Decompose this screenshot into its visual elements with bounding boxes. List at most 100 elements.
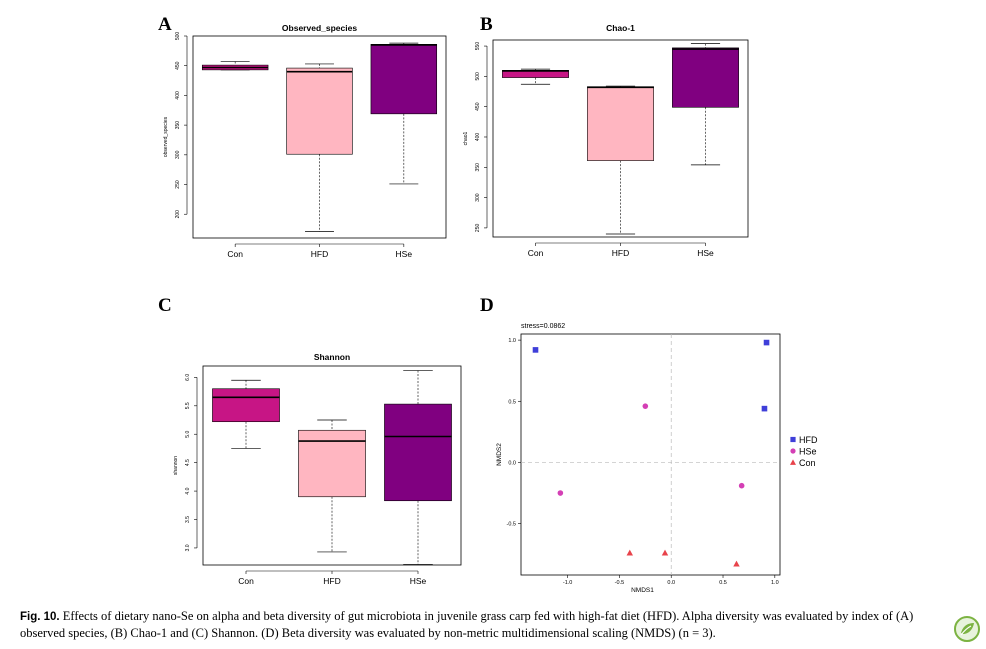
legend-label: HSe: [799, 447, 817, 457]
x-axis-label: NMDS1: [631, 587, 654, 594]
panel-letter: B: [480, 14, 493, 35]
x-tick-label: HFD: [311, 249, 328, 259]
publisher-leaf-icon: [954, 616, 980, 642]
caption-text: Effects of dietary nano-Se on alpha and …: [20, 609, 914, 640]
y-tick-label: 250: [475, 224, 481, 233]
y-tick-label: 4.0: [185, 487, 191, 494]
figure-caption: Fig. 10. Effects of dietary nano-Se on a…: [20, 608, 960, 641]
y-tick-label: 250: [175, 180, 181, 189]
y-tick-label: 3.0: [185, 544, 191, 551]
box-body: [298, 429, 366, 498]
y-tick-label: 500: [175, 32, 181, 41]
panel-c: C Shannon 3.0 3.5 4.0 4.5 5.0 5.5 6.0 shannon Con H…: [158, 295, 462, 586]
series-con: [626, 549, 740, 567]
data-point: [733, 560, 740, 567]
data-point: [532, 347, 539, 353]
box-hse: [672, 43, 739, 166]
box-body: [384, 403, 452, 502]
data-point: [738, 482, 745, 489]
y-axis-label: chao1: [463, 131, 469, 145]
panel-letter: D: [480, 295, 494, 316]
y-tick-label: 200: [175, 210, 181, 219]
legend-marker: [790, 436, 796, 443]
panel-letter: C: [158, 295, 172, 316]
data-point: [557, 490, 564, 496]
box-hse: [370, 42, 438, 185]
x-tick-label: HSe: [697, 248, 714, 258]
x-tick-label: -0.5: [615, 580, 624, 586]
data-point: [642, 403, 649, 409]
series-hse: [557, 403, 745, 496]
x-tick-label: Con: [238, 576, 254, 586]
y-tick-label: 300: [475, 193, 481, 202]
chart-title: Observed_species: [282, 23, 357, 33]
box-con: [212, 379, 280, 449]
legend-label: HFD: [799, 435, 818, 445]
y-tick-label: 350: [175, 121, 181, 130]
y-tick-label: 3.5: [185, 516, 191, 523]
box-body: [286, 67, 353, 155]
data-point: [763, 339, 770, 346]
x-tick-label: -1.0: [563, 580, 572, 586]
box-hfd: [587, 85, 654, 235]
chart-title: Chao-1: [606, 23, 635, 33]
x-tick-label: HFD: [612, 248, 629, 258]
x-tick-label: 0.0: [667, 580, 675, 586]
data-point: [661, 549, 669, 556]
box-hse: [384, 370, 452, 565]
plot-frame: [520, 333, 781, 576]
x-tick-label: Con: [528, 248, 544, 258]
y-tick-label: 6.0: [185, 374, 191, 381]
box-con: [201, 61, 269, 71]
y-tick-label: 400: [475, 133, 481, 142]
box-body: [370, 44, 438, 115]
y-tick-label: 4.5: [185, 459, 191, 466]
y-tick-label: 400: [175, 91, 181, 100]
x-tick-label: HSe: [396, 249, 413, 259]
box-con: [502, 68, 569, 85]
caption-label: Fig. 10.: [20, 611, 60, 623]
box-hfd: [286, 63, 353, 232]
panel-b: B Chao-1 250 300 350 400 450 500 550 chao1 Con HFD H…: [463, 14, 749, 258]
x-tick-label: Con: [227, 249, 243, 259]
y-tick-label: 1.0: [508, 338, 516, 344]
y-axis-label: shannon: [173, 456, 179, 475]
legend-marker: [790, 459, 796, 465]
y-tick-label: 450: [175, 61, 181, 70]
y-tick-label: 500: [475, 72, 481, 81]
y-tick-label: 5.0: [185, 431, 191, 438]
legend-marker: [790, 448, 796, 454]
panel-a: A Observed_species 200 250 300 350 400 450 500 ob…: [158, 14, 447, 259]
y-tick-label: 550: [475, 42, 481, 51]
legend-label: Con: [799, 458, 816, 468]
stress-annotation: stress=0.0862: [521, 323, 565, 330]
box-body: [212, 388, 280, 423]
panel-letter: A: [158, 14, 172, 35]
chart-title: Shannon: [314, 352, 350, 362]
y-tick-label: -0.5: [507, 522, 516, 528]
y-tick-label: 0.0: [508, 460, 516, 466]
data-point: [626, 549, 633, 556]
plot-frame: [192, 35, 447, 239]
x-tick-label: 1.0: [771, 580, 779, 586]
y-axis-label: observed_species: [163, 116, 169, 157]
x-tick-label: HFD: [323, 576, 340, 586]
plot-frame: [492, 39, 749, 238]
y-tick-label: 300: [175, 150, 181, 159]
y-tick-label: 450: [475, 102, 481, 111]
y-tick-label: 5.5: [185, 402, 191, 409]
x-tick-label: HSe: [410, 576, 427, 586]
plot-frame: [202, 365, 462, 566]
figure-canvas: A Observed_species 200 250 300 350 400 450 500 ob…: [158, 14, 818, 594]
y-tick-label: 0.5: [508, 399, 516, 405]
data-point: [761, 405, 768, 412]
series-hfd: [532, 339, 770, 412]
box-body: [672, 47, 739, 108]
y-axis-label: NMDS2: [496, 443, 503, 466]
y-tick-label: 350: [475, 163, 481, 172]
box-hfd: [298, 419, 366, 553]
box-body: [587, 86, 654, 161]
x-tick-label: 0.5: [719, 580, 727, 586]
